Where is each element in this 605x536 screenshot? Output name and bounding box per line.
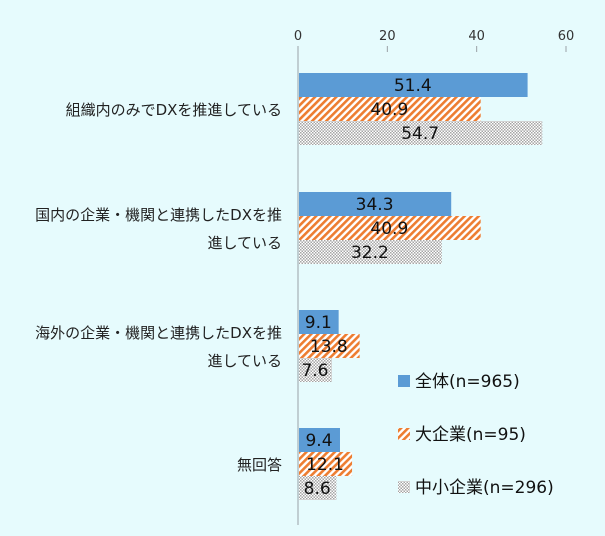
- bar: [299, 73, 528, 97]
- data-label: 40.9: [370, 219, 408, 239]
- data-label: 12.1: [306, 455, 344, 475]
- legend-label: 大企業(n=95): [415, 425, 526, 445]
- category-label: 海外の企業・機関と連携したDXを推: [35, 324, 282, 342]
- bar: [299, 216, 481, 240]
- legend: 全体(n=965) 大企業(n=95) 中小企業(n=296): [398, 372, 554, 498]
- legend-swatch: [398, 375, 410, 387]
- tick-label: 0: [294, 29, 302, 44]
- data-label: 40.9: [370, 100, 408, 120]
- bar: [299, 334, 360, 358]
- bar: [299, 428, 340, 452]
- data-label: 9.1: [305, 313, 332, 333]
- bar: [299, 310, 339, 334]
- bar: [299, 476, 337, 500]
- data-label: 51.4: [394, 76, 432, 96]
- data-labels: 51.4 34.3 9.1 9.4 40.9 40.9 13.8 12.1 54.7 32.2 7.…: [301, 76, 439, 499]
- axis: 0 20 40 60 組織内のみでDXを推進している国内の企業・機関と連携したDXを推進…: [35, 29, 574, 525]
- category-label: 国内の企業・機関と連携したDXを推: [35, 206, 282, 224]
- legend-label: 中小企業(n=296): [415, 478, 554, 498]
- data-label: 8.6: [304, 479, 331, 499]
- category-label: 組織内のみでDXを推進している: [66, 101, 282, 119]
- bar: [299, 452, 353, 476]
- legend-label: 全体(n=965): [415, 372, 520, 392]
- bars: [299, 73, 543, 500]
- data-label: 13.8: [310, 337, 348, 357]
- bar: [299, 192, 452, 216]
- data-label: 54.7: [401, 124, 439, 144]
- bar: [299, 121, 543, 145]
- category-label: 無回答: [237, 456, 282, 474]
- legend-swatch: [398, 481, 410, 493]
- category-label: 進している: [207, 352, 282, 370]
- legend-swatch: [398, 428, 410, 440]
- category-label: 進している: [207, 234, 282, 252]
- data-label: 9.4: [305, 431, 332, 451]
- data-label: 34.3: [356, 195, 394, 215]
- bar: [299, 97, 481, 121]
- tick-label: 20: [379, 29, 396, 44]
- data-label: 32.2: [351, 243, 389, 263]
- bar: [299, 358, 332, 382]
- data-label: 7.6: [301, 361, 328, 381]
- tick-label: 40: [468, 29, 485, 44]
- bar: [299, 240, 442, 264]
- tick-label: 60: [558, 29, 575, 44]
